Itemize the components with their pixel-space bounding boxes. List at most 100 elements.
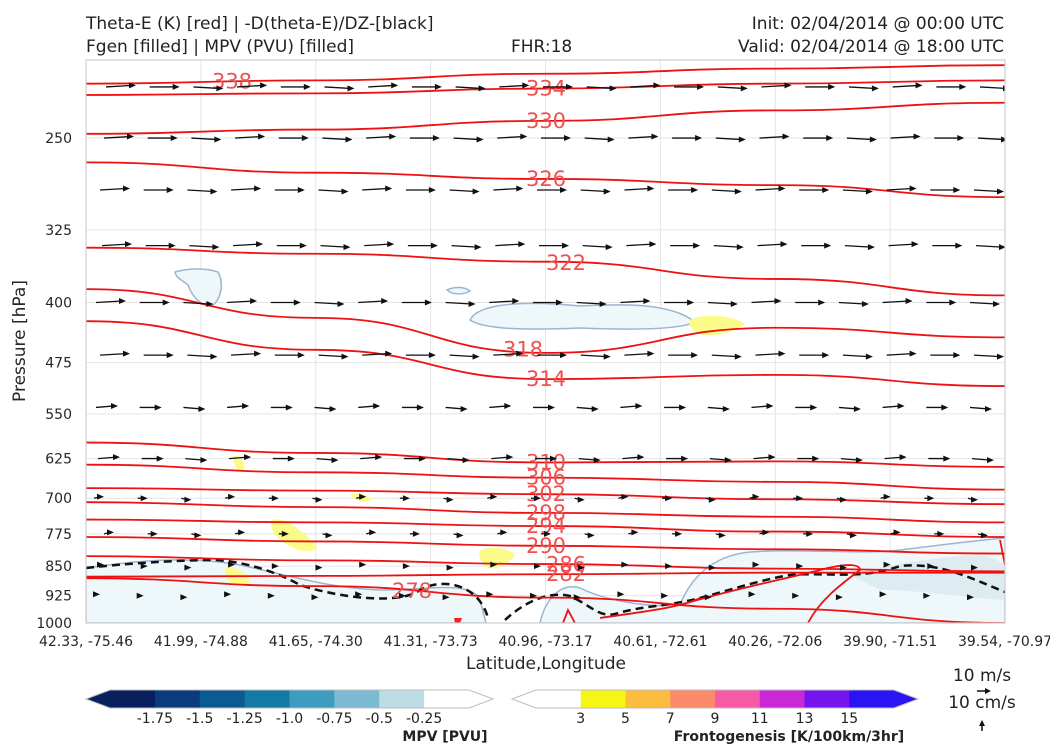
wind-vector-shaft bbox=[624, 187, 651, 191]
wind-vector-shaft bbox=[105, 84, 133, 88]
frontogenesis-colorbar: 3 5 7 9 11 13 15 bbox=[510, 689, 920, 727]
theta-e-contour-label: 334 bbox=[526, 77, 566, 101]
wind-vector-shaft bbox=[324, 86, 351, 90]
theta-e-contour-label: 330 bbox=[526, 109, 566, 133]
wind-vector-head bbox=[893, 529, 901, 536]
wind-vector-head bbox=[534, 495, 541, 502]
wind-vector-shaft bbox=[580, 354, 607, 358]
theta-e-contour-line bbox=[86, 101, 1005, 135]
wind-vector-head bbox=[184, 496, 192, 503]
wind-vector-head bbox=[1031, 454, 1038, 460]
wind-vector-head bbox=[476, 136, 484, 143]
wind-vector-head bbox=[398, 592, 406, 599]
wind-vector-head bbox=[740, 85, 748, 92]
wind-vector-head bbox=[271, 495, 279, 502]
wind-vector-head bbox=[462, 457, 470, 464]
wind-vector-shaft bbox=[193, 86, 220, 90]
colorbar-tick-label: 5 bbox=[621, 711, 630, 727]
wind-vector-shaft bbox=[493, 187, 520, 191]
colorbar-segment bbox=[715, 690, 761, 708]
stability-contour-line bbox=[504, 564, 1005, 621]
colorbar-segment bbox=[849, 690, 895, 708]
title-line-2: Fgen [filled] | MPV (PVU) [filled] bbox=[86, 37, 355, 57]
wind-vector-head bbox=[971, 564, 978, 571]
wind-vector-head bbox=[331, 457, 339, 464]
wind-vector-head bbox=[971, 496, 978, 503]
horizontal-reference-arrowhead bbox=[985, 688, 991, 694]
wind-vector-shaft bbox=[624, 352, 651, 356]
wind-vector-head bbox=[428, 186, 436, 193]
wind-vector-head bbox=[599, 300, 607, 307]
wind-vector-shaft bbox=[576, 301, 603, 305]
theta-e-contour-line bbox=[86, 577, 1005, 623]
wind-vector-head bbox=[297, 186, 305, 193]
wind-vector-head bbox=[792, 592, 800, 599]
wind-vector-shaft bbox=[1018, 354, 1044, 356]
wind-vector-shaft bbox=[358, 300, 385, 304]
theta-e-contour-label: 278 bbox=[392, 579, 432, 603]
wind-vector-head bbox=[708, 564, 716, 571]
wind-vector-head bbox=[679, 404, 687, 411]
colorbar-tick-label: 7 bbox=[666, 711, 675, 727]
wind-vector-head bbox=[97, 493, 104, 500]
wind-vector-head bbox=[564, 135, 571, 142]
wind-vector-head bbox=[839, 496, 847, 503]
wind-vector-shaft bbox=[842, 189, 869, 193]
wind-vector-head bbox=[943, 455, 951, 462]
wind-vector-head bbox=[697, 83, 705, 90]
wind-vector-shaft bbox=[626, 243, 653, 247]
wind-vector-shaft bbox=[368, 84, 395, 88]
wind-vector-shaft bbox=[227, 300, 254, 304]
x-axis-ticks: 42.33, -75.46 41.99, -74.88 41.65, -74.30 4… bbox=[39, 634, 1050, 650]
wind-vector-head bbox=[591, 405, 599, 412]
wind-vector-head bbox=[389, 133, 397, 140]
x-tick-label: 41.31, -73.73 bbox=[384, 634, 478, 650]
theta-e-contour-line bbox=[86, 463, 1005, 491]
wind-vector-head bbox=[412, 530, 420, 537]
wind-vector-head bbox=[681, 455, 689, 462]
colorbar-extend-arrow bbox=[469, 690, 493, 708]
wind-vector-head bbox=[824, 242, 832, 249]
wind-vector-shaft bbox=[755, 187, 782, 191]
wind-vector-head bbox=[869, 136, 877, 143]
wind-vector-head bbox=[818, 299, 826, 306]
plot-frame bbox=[85, 59, 1006, 624]
wind-vector-head bbox=[999, 244, 1005, 251]
wind-vector-head bbox=[97, 561, 104, 568]
wind-vector-head bbox=[140, 495, 148, 502]
wind-vector-head bbox=[782, 133, 790, 140]
wind-vector-shaft bbox=[191, 137, 218, 141]
theta-e-contour-line bbox=[86, 64, 1005, 85]
wind-vector-shaft bbox=[707, 301, 734, 305]
wind-vector-head bbox=[897, 402, 905, 409]
wind-vector-head bbox=[299, 242, 307, 249]
y-axis-ticks: 250 325 400 475 550 625 700 775 850 925 1000 bbox=[36, 131, 72, 632]
wind-vector-head bbox=[778, 350, 786, 357]
wind-vector-head bbox=[853, 405, 861, 412]
wind-vector-shaft bbox=[183, 301, 210, 305]
wind-vector-shaft bbox=[189, 244, 216, 248]
forecast-hour: FHR:18 bbox=[511, 37, 573, 57]
wind-vector-head bbox=[691, 186, 699, 193]
theta-e-contour-line bbox=[86, 555, 1005, 573]
wind-vector-head bbox=[381, 297, 389, 304]
wind-vector-shaft bbox=[187, 189, 214, 193]
wind-vector-head bbox=[210, 353, 218, 360]
wind-vector-head bbox=[337, 300, 345, 307]
wind-vectors bbox=[93, 82, 1044, 601]
wind-vector-head bbox=[693, 242, 701, 249]
wind-vector-shaft bbox=[848, 86, 875, 90]
horizontal-wind-reference: 10 m/s bbox=[953, 666, 1011, 686]
wind-vector-shaft bbox=[449, 189, 476, 193]
wind-vector-head bbox=[647, 185, 655, 192]
theta-e-contour-line bbox=[86, 288, 1005, 354]
wind-vector-shaft bbox=[759, 135, 786, 139]
wind-vector-head bbox=[385, 185, 393, 192]
wind-vector-head bbox=[170, 135, 178, 142]
wind-vector-head bbox=[1029, 403, 1036, 409]
wind-vector-head bbox=[301, 135, 309, 142]
wind-vector-head bbox=[285, 404, 293, 411]
wind-vector-head bbox=[166, 352, 174, 359]
wind-vector-shaft bbox=[362, 187, 389, 191]
wind-vector-shaft bbox=[449, 354, 476, 358]
